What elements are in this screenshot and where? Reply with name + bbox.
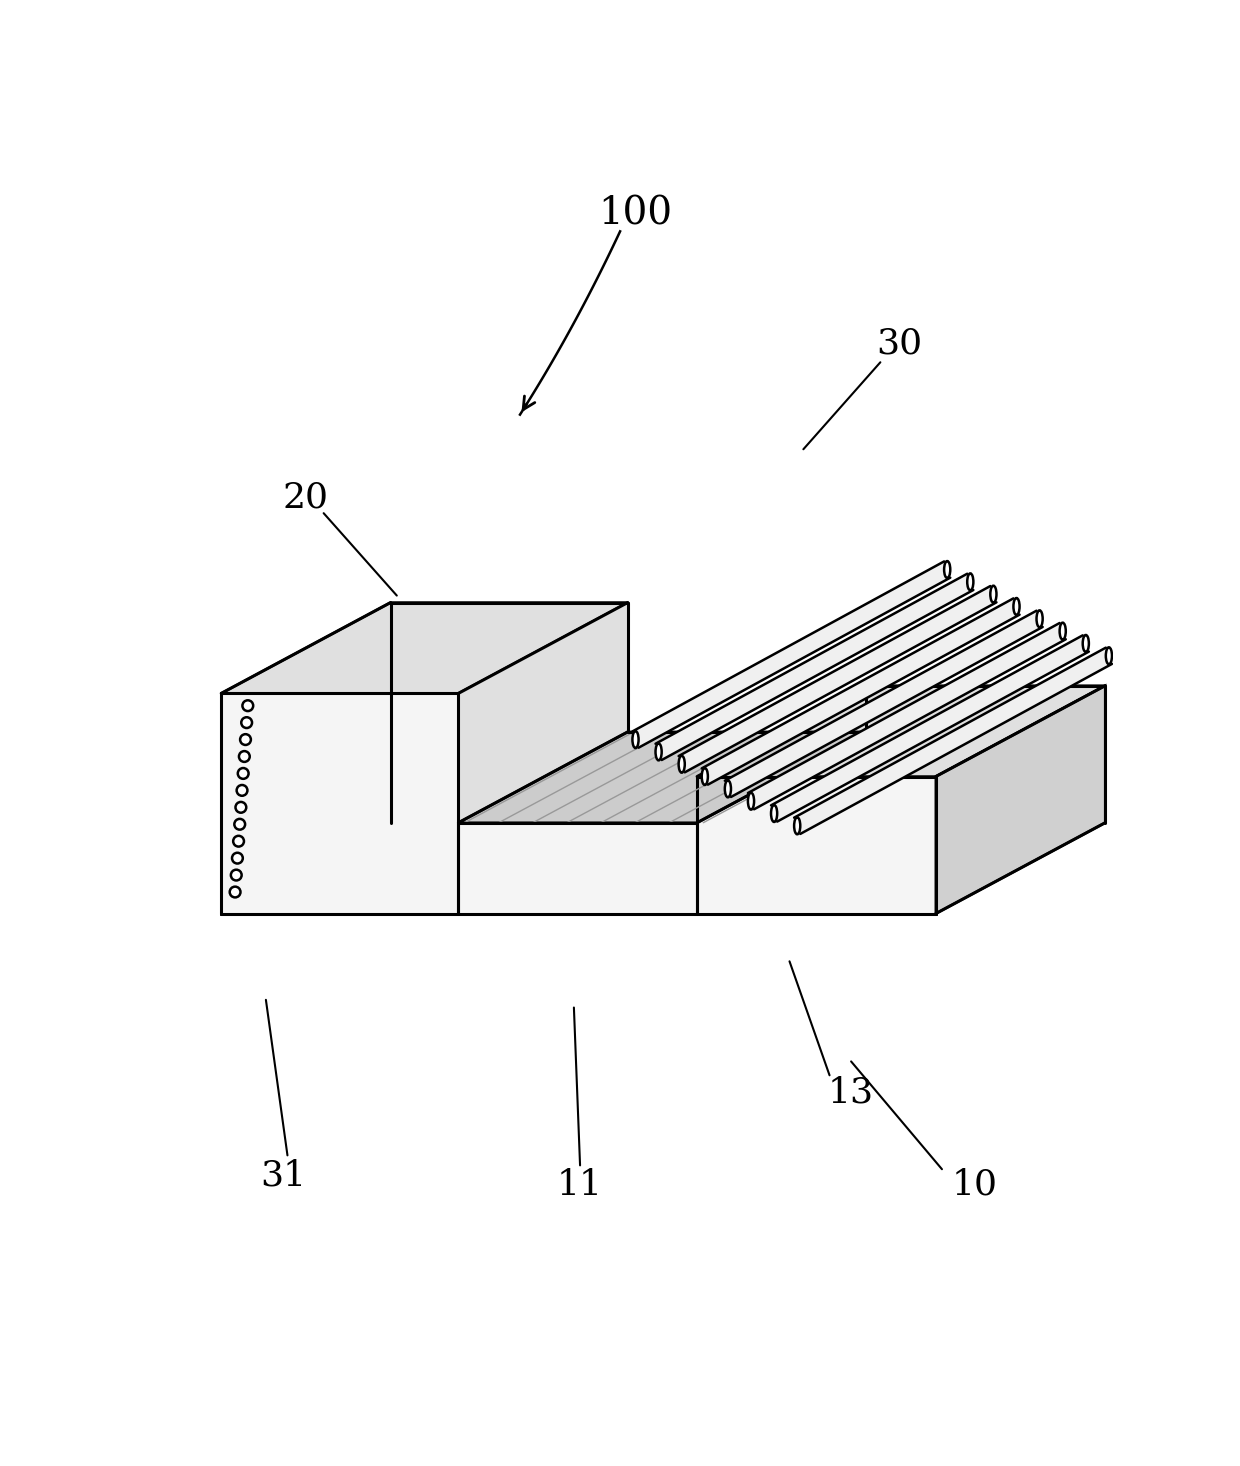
Ellipse shape [1060, 623, 1065, 639]
Ellipse shape [1013, 598, 1019, 614]
Polygon shape [221, 693, 459, 913]
Ellipse shape [1106, 648, 1112, 664]
Polygon shape [697, 686, 1105, 777]
Polygon shape [459, 822, 697, 913]
Circle shape [239, 751, 249, 762]
Polygon shape [702, 598, 1019, 784]
Ellipse shape [748, 793, 754, 809]
Circle shape [242, 701, 253, 711]
Polygon shape [656, 573, 973, 759]
Circle shape [233, 836, 244, 846]
Circle shape [231, 869, 242, 881]
Text: 100: 100 [599, 196, 672, 233]
Polygon shape [632, 561, 950, 748]
Ellipse shape [678, 756, 684, 773]
Ellipse shape [944, 561, 950, 578]
Polygon shape [748, 623, 1065, 809]
Ellipse shape [1037, 610, 1043, 627]
Text: 20: 20 [283, 481, 329, 515]
Polygon shape [794, 648, 1112, 834]
Polygon shape [936, 686, 1105, 913]
Ellipse shape [967, 573, 973, 591]
Circle shape [241, 734, 250, 745]
Circle shape [232, 853, 243, 863]
Ellipse shape [702, 768, 708, 784]
Ellipse shape [794, 818, 800, 834]
Ellipse shape [725, 780, 732, 798]
Polygon shape [678, 586, 997, 773]
Circle shape [229, 887, 241, 897]
Polygon shape [459, 603, 627, 822]
Polygon shape [771, 635, 1089, 821]
Circle shape [237, 784, 248, 796]
Ellipse shape [656, 743, 662, 761]
Text: 13: 13 [828, 1075, 874, 1110]
Ellipse shape [771, 805, 777, 822]
Polygon shape [697, 777, 936, 913]
Circle shape [234, 819, 246, 830]
Circle shape [236, 802, 247, 812]
Text: 10: 10 [951, 1167, 997, 1202]
Polygon shape [459, 732, 867, 822]
Circle shape [242, 717, 252, 729]
Text: 11: 11 [557, 1167, 603, 1202]
Polygon shape [697, 686, 867, 822]
Ellipse shape [1083, 635, 1089, 652]
Text: 31: 31 [259, 1158, 306, 1192]
Ellipse shape [991, 586, 997, 603]
Polygon shape [725, 611, 1043, 798]
Circle shape [238, 768, 248, 778]
Polygon shape [221, 603, 627, 693]
Text: 30: 30 [877, 327, 923, 361]
Ellipse shape [632, 732, 639, 748]
